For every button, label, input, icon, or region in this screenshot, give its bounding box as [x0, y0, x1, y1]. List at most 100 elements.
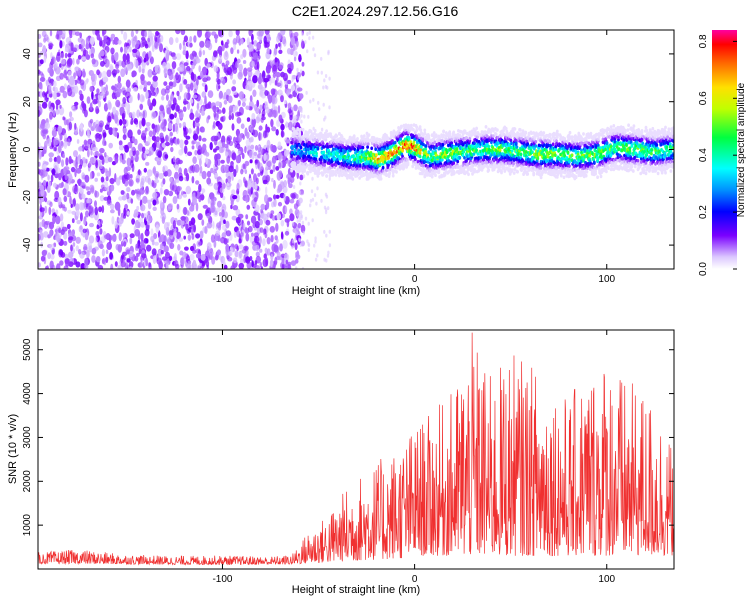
heatmap-cell	[52, 215, 56, 225]
heatmap-cell	[140, 204, 146, 212]
heatmap-cell	[201, 170, 207, 180]
heatmap-cell	[241, 152, 245, 160]
heatmap-cell	[109, 65, 114, 72]
heatmap-cell	[48, 76, 51, 83]
heatmap-cell	[174, 138, 178, 145]
heatmap-cell	[292, 185, 296, 189]
heatmap-cell	[250, 144, 255, 150]
heatmap-cell	[118, 217, 124, 225]
heatmap-cell	[252, 52, 259, 60]
heatmap-cell	[69, 34, 73, 39]
heatmap-cell	[131, 189, 136, 196]
heatmap-cell	[430, 174, 434, 179]
heatmap-cell	[38, 142, 41, 147]
heatmap-cell	[168, 71, 174, 81]
heatmap-cell	[217, 45, 223, 55]
heatmap-cell	[221, 62, 225, 67]
heatmap-cell	[119, 119, 123, 126]
heatmap-cell	[188, 166, 193, 174]
heatmap-cell	[236, 117, 242, 124]
heatmap-cell	[39, 204, 43, 213]
heatmap-cell	[163, 235, 167, 243]
heatmap-cell	[176, 219, 182, 226]
heatmap-cell	[293, 31, 299, 38]
heatmap-cell	[318, 107, 321, 112]
heatmap-cell	[137, 244, 141, 249]
heatmap-cell	[47, 180, 52, 189]
heatmap-cell	[290, 84, 296, 92]
heatmap-cell	[183, 62, 189, 67]
heatmap-cell	[475, 148, 478, 153]
heatmap-cell	[233, 136, 237, 144]
heatmap-cell	[290, 36, 296, 46]
heatmap-cell	[38, 103, 42, 109]
heatmap-cell	[312, 97, 315, 102]
heatmap-cell	[147, 98, 151, 107]
heatmap-cell	[255, 244, 260, 252]
heatmap-cell	[106, 242, 112, 250]
heatmap-cell	[105, 249, 109, 255]
heatmap-cell	[123, 207, 127, 216]
heatmap-cell	[183, 35, 188, 43]
heatmap-cell	[275, 194, 280, 199]
heatmap-cell	[399, 137, 402, 141]
heatmap-cell	[180, 190, 184, 196]
heatmap-cell	[221, 209, 225, 218]
heatmap-cell	[210, 204, 216, 213]
heatmap-cell	[228, 30, 233, 38]
heatmap-cell	[202, 49, 206, 56]
heatmap-cell	[68, 236, 74, 241]
heatmap-cell	[231, 113, 234, 120]
heatmap-cell	[99, 40, 103, 47]
heatmap-cell	[487, 144, 491, 149]
heatmap-cell	[113, 114, 119, 122]
heatmap-cell	[49, 229, 53, 238]
heatmap-cell	[149, 33, 155, 38]
heatmap-cell	[152, 128, 157, 136]
heatmap-cell	[263, 153, 267, 161]
heatmap-cell	[238, 70, 243, 78]
heatmap-cell	[502, 165, 506, 169]
heatmap-cell	[49, 201, 53, 207]
heatmap-cell	[39, 90, 43, 99]
heatmap-cell	[214, 154, 218, 162]
heatmap-cell	[172, 196, 178, 204]
heatmap-cell	[289, 198, 295, 204]
heatmap-cell	[175, 37, 179, 44]
heatmap-cell	[161, 216, 166, 224]
heatmap-cell	[99, 50, 105, 57]
heatmap-cell	[94, 236, 98, 244]
heatmap-cell	[44, 197, 48, 203]
heatmap-cell	[282, 239, 288, 249]
heatmap-cell	[266, 237, 271, 245]
heatmap-cell	[60, 52, 65, 59]
heatmap-cell	[278, 114, 283, 122]
heatmap-cell	[307, 147, 310, 152]
heatmap-cell	[80, 122, 84, 132]
heatmap-cell	[121, 159, 126, 165]
heatmap-cell	[231, 86, 237, 92]
heatmap-cell	[134, 189, 138, 194]
heatmap-cell	[256, 61, 260, 71]
heatmap-cell	[199, 165, 203, 174]
heatmap-cell	[47, 67, 52, 74]
heatmap-cell	[298, 190, 301, 195]
heatmap-cell	[260, 266, 263, 269]
heatmap-cell	[91, 90, 94, 100]
heatmap-cell	[291, 74, 294, 83]
heatmap-cell	[117, 82, 122, 89]
heatmap-cell	[210, 234, 215, 243]
heatmap-cell	[424, 144, 428, 148]
heatmap-cell	[257, 159, 260, 169]
heatmap-cell	[315, 151, 318, 156]
heatmap-cell	[100, 176, 105, 183]
heatmap-cell	[302, 174, 306, 179]
heatmap-cell	[271, 126, 277, 132]
heatmap-cell	[231, 152, 237, 161]
heatmap-cell	[291, 193, 296, 200]
heatmap-cell	[107, 156, 113, 163]
heatmap-cell	[270, 144, 274, 152]
heatmap-cell	[58, 183, 64, 189]
heatmap-cell	[225, 88, 231, 96]
